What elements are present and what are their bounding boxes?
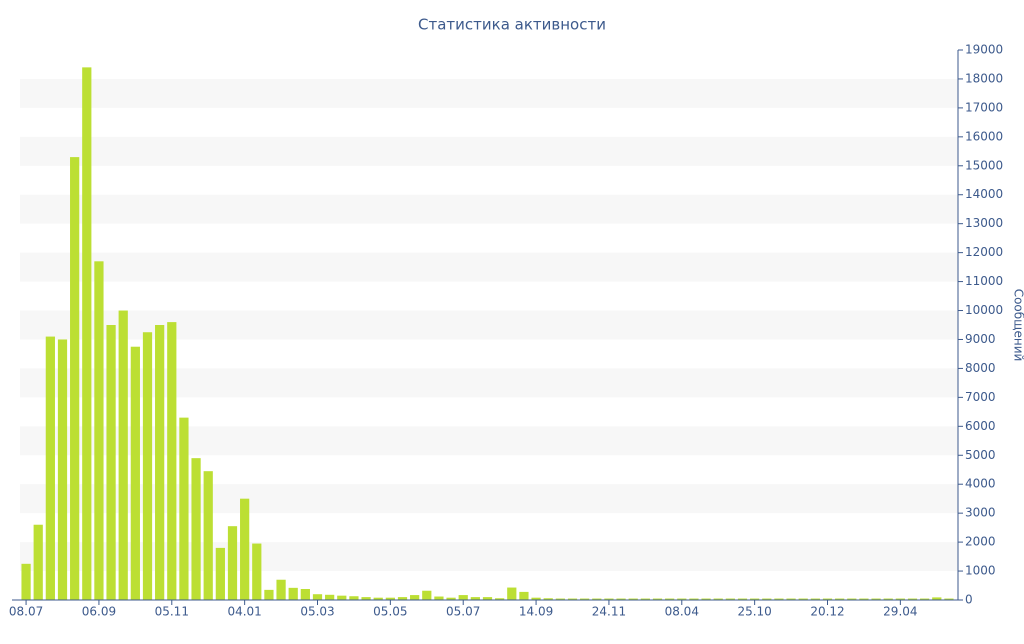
bar (519, 592, 528, 600)
x-tick-label: 04.01 (227, 605, 261, 619)
x-tick-label: 08.07 (9, 605, 43, 619)
bar (325, 595, 334, 600)
bar (289, 588, 298, 600)
bar (143, 332, 152, 600)
x-tick-label: 05.07 (446, 605, 480, 619)
bar (119, 311, 128, 600)
bar (94, 261, 103, 600)
y-tick-label: 2000 (965, 535, 996, 549)
y-tick-label: 18000 (965, 71, 1003, 85)
bar (240, 499, 249, 600)
x-tick-label: 24.11 (592, 605, 626, 619)
y-tick-label: 4000 (965, 477, 996, 491)
bar (422, 591, 431, 600)
bar (349, 596, 358, 600)
x-tick-label: 20.12 (810, 605, 844, 619)
bar (410, 595, 419, 600)
bar (204, 471, 213, 600)
bar (434, 597, 443, 600)
bar (131, 347, 140, 600)
bar (70, 157, 79, 600)
y-tick-label: 10000 (965, 303, 1003, 317)
y-tick-label: 16000 (965, 129, 1003, 143)
x-tick-label: 29.04 (883, 605, 917, 619)
x-tick-label: 14.09 (519, 605, 553, 619)
y-tick-label: 7000 (965, 390, 996, 404)
grid-band (20, 195, 958, 224)
y-tick-label: 1000 (965, 564, 996, 578)
y-tick-label: 17000 (965, 100, 1003, 114)
y-tick-label: 12000 (965, 245, 1003, 259)
bar (106, 325, 115, 600)
bar (155, 325, 164, 600)
bar (216, 548, 225, 600)
y-tick-label: 6000 (965, 419, 996, 433)
bar (313, 594, 322, 600)
bar (46, 337, 55, 600)
bar (252, 544, 261, 600)
grid-band (20, 79, 958, 108)
y-tick-label: 3000 (965, 506, 996, 520)
y-tick-label: 11000 (965, 274, 1003, 288)
chart-title: Статистика активности (418, 16, 606, 34)
y-tick-label: 15000 (965, 158, 1003, 172)
grid-band (20, 253, 958, 282)
bar (82, 67, 91, 600)
x-tick-label: 06.09 (82, 605, 116, 619)
bar (301, 589, 310, 600)
bar (459, 595, 468, 600)
y-tick-label: 5000 (965, 448, 996, 462)
bar (34, 525, 43, 600)
bar (507, 588, 516, 600)
x-tick-label: 08.04 (665, 605, 699, 619)
y-tick-label: 9000 (965, 332, 996, 346)
y-tick-label: 14000 (965, 187, 1003, 201)
y-tick-label: 0 (965, 593, 973, 607)
y-tick-label: 13000 (965, 216, 1003, 230)
x-tick-label: 25.10 (737, 605, 771, 619)
bar (228, 526, 237, 600)
bar (167, 322, 176, 600)
y-tick-label: 8000 (965, 361, 996, 375)
y-axis-label: Сообщений (1012, 289, 1024, 362)
bar (179, 418, 188, 600)
x-tick-label: 05.03 (300, 605, 334, 619)
bar (264, 590, 273, 600)
y-tick-label: 19000 (965, 43, 1003, 57)
x-tick-label: 05.05 (373, 605, 407, 619)
bar (276, 580, 285, 600)
bar (191, 458, 200, 600)
bar (21, 564, 30, 600)
bar (58, 339, 67, 600)
x-tick-label: 05.11 (155, 605, 189, 619)
bar (337, 596, 346, 600)
grid-band (20, 137, 958, 166)
